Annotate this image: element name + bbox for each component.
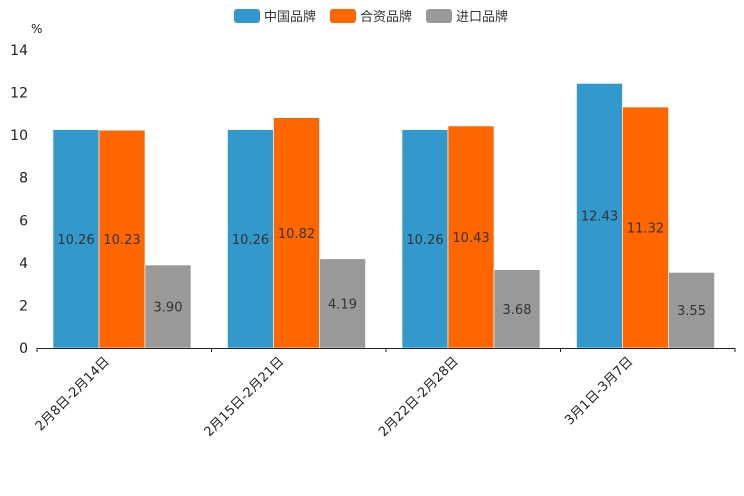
y-tick-label: 0 [19, 341, 28, 357]
y-tick-label: 10 [10, 128, 28, 144]
legend-swatch-3 [426, 9, 452, 23]
value-label-1-2: 10.26 [232, 233, 269, 248]
bar-2-4 [622, 106, 669, 349]
bar-3-2 [319, 258, 366, 349]
bar-1-1 [52, 129, 100, 349]
x-category-label-1: 2月8日-2月14日 [33, 354, 113, 434]
legend: 中国品牌 合资品牌 进口品牌 [234, 9, 508, 25]
bar-1-4 [576, 83, 623, 349]
legend-swatch-1 [234, 9, 260, 23]
x-category-label-4: 3月1日-3月7日 [562, 354, 636, 428]
y-axis-unit-label: % [31, 22, 42, 36]
value-label-2-1: 10.23 [103, 233, 140, 248]
legend-label-3: 进口品牌 [456, 9, 508, 25]
value-label-3-1: 3.90 [154, 300, 183, 315]
data-labels: 10.26 10.23 3.90 10.26 10.82 4.19 10.26 10.43 3.… [57, 210, 706, 320]
bar-3-1 [144, 264, 192, 349]
x-axis: 2月8日-2月14日 2月15日-2月21日 2月22日-2月28日 3月1日-3月7… [33, 348, 736, 440]
bar-series [52, 83, 715, 349]
bar-2-2 [273, 117, 320, 349]
bar-2-3 [447, 125, 495, 349]
y-tick-label: 8 [19, 171, 28, 187]
y-axis: 0 2 4 6 8 10 12 14 [10, 43, 28, 357]
legend-swatch-2 [330, 9, 356, 23]
value-label-2-2: 10.82 [278, 227, 315, 242]
y-tick-label: 12 [10, 86, 28, 102]
legend-label-1: 中国品牌 [264, 9, 316, 25]
y-tick-label: 4 [19, 256, 28, 272]
value-label-3-3: 3.68 [503, 303, 532, 318]
value-label-3-4: 3.55 [677, 304, 706, 319]
value-label-1-4: 12.43 [581, 210, 618, 225]
bar-2-1 [98, 129, 146, 349]
value-label-1-1: 10.26 [57, 233, 94, 248]
bar-1-2 [227, 129, 274, 349]
x-category-label-2: 2月15日-2月21日 [202, 354, 288, 440]
y-tick-label: 6 [19, 213, 28, 229]
bar-3-4 [668, 272, 715, 349]
value-label-2-4: 11.32 [627, 222, 664, 237]
x-category-label-3: 2月22日-2月28日 [376, 354, 462, 440]
y-tick-label: 2 [19, 298, 28, 314]
legend-label-2: 合资品牌 [360, 9, 412, 25]
value-label-1-3: 10.26 [406, 233, 443, 248]
y-tick-label: 14 [10, 43, 28, 59]
value-label-2-3: 10.43 [452, 231, 489, 246]
value-label-3-2: 4.19 [328, 297, 357, 312]
